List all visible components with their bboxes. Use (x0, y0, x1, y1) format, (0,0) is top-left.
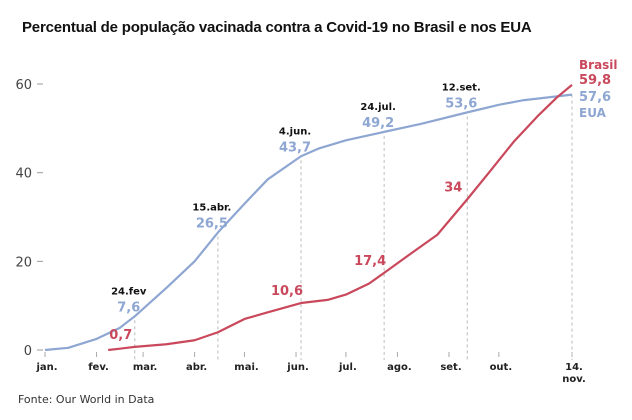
annotation-value: 0,7 (109, 328, 132, 343)
series-line-brasil (108, 84, 573, 352)
end-label-brasil-name: Brasil (579, 58, 618, 72)
annotation-value: 10,6 (271, 284, 303, 299)
x-tick-label: mar. (133, 362, 157, 373)
source-note: Fonte: Our World in Data (18, 393, 155, 406)
x-tick-label: jul. (338, 362, 357, 373)
x-tick-label: fev. (88, 362, 109, 373)
annotation-date: 15.abr. (192, 203, 231, 214)
y-tick-label: 40 (15, 167, 32, 182)
x-tick-label: ago. (387, 362, 412, 373)
annotation-value: 7,6 (117, 300, 140, 315)
annotation-date: 24.fev (111, 286, 147, 297)
end-label-eua-name: EUA (579, 106, 607, 120)
x-tick-label: out. (490, 362, 513, 373)
y-tick-label: 20 (15, 255, 32, 270)
annotation-value: 49,2 (362, 116, 394, 131)
annotation-value: 17,4 (354, 254, 386, 269)
annotation-date: 4.jun. (279, 126, 311, 137)
annotation-value: 53,6 (445, 96, 477, 111)
end-label-eua-value: 57,6 (579, 90, 611, 105)
annotation-date: 24.jul. (360, 102, 396, 113)
y-tick-label: 0 (24, 344, 32, 359)
x-tick-label: mai. (234, 362, 258, 373)
series-line-eua (44, 93, 573, 352)
end-label-brasil-value: 59,8 (579, 73, 611, 88)
x-tick-label: jun. (286, 362, 308, 373)
x-tick-label: set. (440, 362, 461, 373)
annotation-value: 26,5 (196, 217, 228, 232)
chart-title: Percentual de população vacinada contra … (22, 19, 532, 36)
x-tick-label: jan. (35, 362, 57, 373)
x-tick-label: abr. (186, 362, 207, 373)
x-tick-label: nov. (562, 374, 586, 385)
x-tick-label: 14. (565, 362, 583, 373)
annotation-date: 12.set. (442, 82, 481, 93)
annotation-value: 34 (444, 180, 462, 195)
y-tick-label: 60 (15, 78, 32, 93)
annotation-value: 43,7 (279, 140, 311, 155)
